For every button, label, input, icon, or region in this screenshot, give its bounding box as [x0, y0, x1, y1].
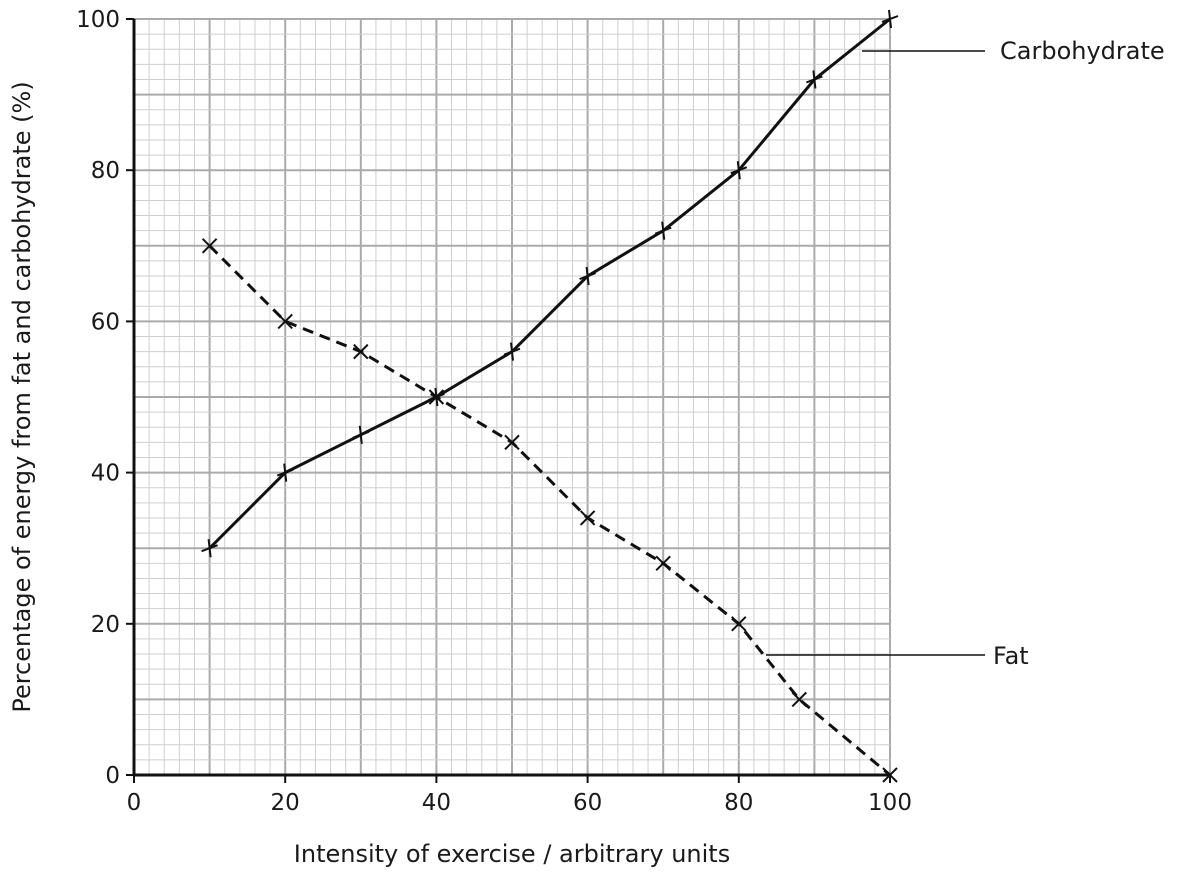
y-axis-title: Percentage of energy from fat and carboh…	[8, 81, 36, 712]
fat-point-marker	[655, 555, 671, 572]
fat-point-marker	[277, 313, 293, 330]
carbohydrate-point-marker	[276, 463, 294, 482]
y-tick-label: 0	[105, 763, 120, 789]
x-tick-label: 100	[868, 790, 912, 816]
y-axis-ticks: 0 20 40 60 80 100	[76, 7, 134, 789]
x-tick-label: 20	[271, 790, 300, 816]
x-tick-label: 80	[724, 790, 753, 816]
carbohydrate-point-marker	[654, 221, 672, 240]
fat-point-marker	[504, 434, 520, 451]
x-tick-label: 40	[422, 790, 451, 816]
carbohydrate-point-marker	[503, 342, 521, 361]
series-layer	[201, 9, 899, 783]
carbohydrate-point-marker	[806, 70, 823, 89]
carbohydrate-point-marker	[881, 9, 899, 29]
fat-point-marker	[882, 767, 898, 783]
fat-line	[208, 244, 891, 777]
fat-point-marker	[353, 343, 369, 360]
carbohydrate-point-marker	[352, 425, 370, 444]
fat-point-marker	[201, 238, 218, 254]
x-axis-ticks: 0 20 40 60 80 100	[127, 775, 912, 816]
x-axis-title: Intensity of exercise / arbitrary units	[294, 840, 730, 868]
fat-point-marker	[791, 691, 807, 708]
y-tick-label: 80	[91, 158, 120, 184]
fat-point-marker	[428, 389, 445, 405]
carbohydrate-point-marker	[579, 266, 596, 286]
x-tick-label: 60	[573, 790, 602, 816]
carbohydrate-line	[208, 17, 891, 550]
y-tick-label: 40	[91, 461, 120, 487]
grid	[133, 18, 891, 776]
fat-label: Fat	[993, 642, 1029, 670]
y-tick-label: 60	[91, 309, 120, 335]
x-tick-label: 0	[127, 790, 142, 816]
carbohydrate-point-marker	[201, 539, 218, 558]
y-tick-label: 100	[76, 7, 120, 33]
series-labels: Carbohydrate Fat	[766, 37, 1165, 670]
axes	[132, 19, 890, 777]
series-fat	[201, 238, 898, 783]
series-carbohydrate	[201, 9, 899, 558]
carbohydrate-point-marker	[730, 161, 748, 180]
fat-point-marker	[731, 616, 747, 632]
carbohydrate-label: Carbohydrate	[1000, 37, 1165, 65]
fat-point-marker	[579, 510, 596, 526]
y-tick-label: 20	[91, 612, 120, 638]
